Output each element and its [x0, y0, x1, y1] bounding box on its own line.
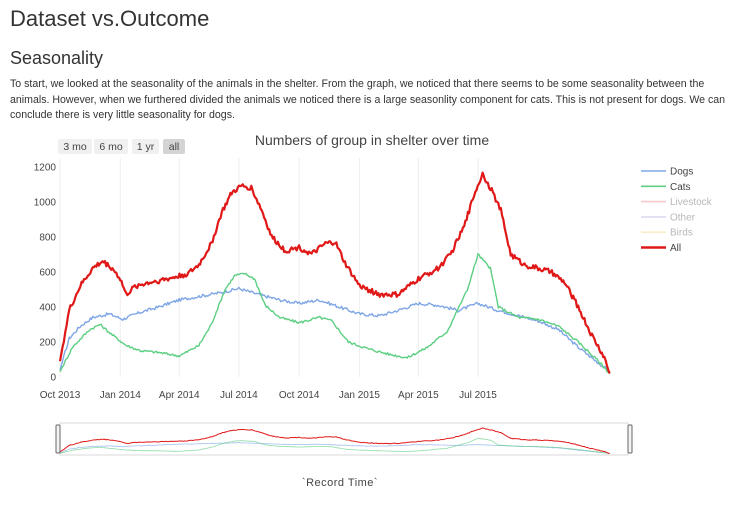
- range-button-all[interactable]: all: [163, 139, 185, 154]
- y-tick-label: 600: [39, 267, 56, 278]
- range-button-3mo[interactable]: 3 mo: [58, 139, 92, 154]
- legend-label: Birds: [670, 228, 693, 239]
- legend-item-all[interactable]: All: [641, 243, 681, 254]
- range-button-label: 1 yr: [137, 141, 155, 153]
- series-line-all: [58, 171, 611, 374]
- range-button-bg: [132, 139, 159, 154]
- legend-item-dogs[interactable]: Dogs: [641, 167, 693, 178]
- range-button-label: all: [169, 141, 180, 153]
- x-tick-label: Oct 2013: [40, 390, 81, 401]
- x-tick-label: Oct 2014: [279, 390, 320, 401]
- legend-item-cats[interactable]: Cats: [641, 182, 691, 193]
- y-tick-label: 1200: [34, 162, 57, 173]
- legend-label: Dogs: [670, 167, 693, 178]
- y-tick-label: 0: [50, 373, 56, 384]
- legend-item-birds[interactable]: Birds: [641, 228, 693, 239]
- range-button-1yr[interactable]: 1 yr: [132, 139, 159, 154]
- y-tick-label: 200: [39, 337, 56, 348]
- x-tick-label: Jan 2015: [339, 390, 381, 401]
- x-tick-label: Apr 2014: [159, 390, 200, 401]
- legend-label: All: [670, 243, 681, 254]
- range-slider-line-all: [59, 427, 610, 455]
- series-line-cats: [59, 253, 611, 375]
- y-tick-label: 1000: [34, 197, 57, 208]
- legend-label: Cats: [670, 182, 691, 193]
- y-tick-label: 400: [39, 302, 56, 313]
- range-button-bg: [58, 139, 92, 154]
- y-tick-label: 800: [39, 232, 56, 243]
- range-button-6mo[interactable]: 6 mo: [94, 139, 128, 154]
- x-tick-label: Jan 2014: [100, 390, 142, 401]
- range-button-label: 3 mo: [63, 141, 87, 153]
- section-paragraph: To start, we looked at the seasonality o…: [10, 78, 726, 121]
- series-line-dogs: [59, 286, 610, 373]
- x-tick-label: Jul 2015: [459, 390, 497, 401]
- range-slider-handle-right[interactable]: [627, 424, 633, 454]
- legend-label: Other: [670, 212, 696, 223]
- range-slider-handle-left[interactable]: [55, 424, 61, 454]
- range-slider-line-cats: [59, 437, 610, 454]
- x-tick-label: Jul 2014: [220, 390, 258, 401]
- range-button-label: 6 mo: [99, 141, 123, 153]
- legend-item-livestock[interactable]: Livestock: [641, 197, 713, 208]
- range-button-bg: [163, 139, 185, 154]
- legend-item-other[interactable]: Other: [641, 212, 696, 223]
- x-tick-label: Apr 2015: [398, 390, 439, 401]
- section-title: Seasonality: [10, 48, 104, 68]
- chart-title: Numbers of group in shelter over time: [255, 132, 489, 148]
- legend-label: Livestock: [670, 197, 713, 208]
- range-button-bg: [94, 139, 128, 154]
- page-title: Dataset vs.Outcome: [10, 6, 210, 31]
- x-axis-title: `Record Time`: [302, 477, 378, 489]
